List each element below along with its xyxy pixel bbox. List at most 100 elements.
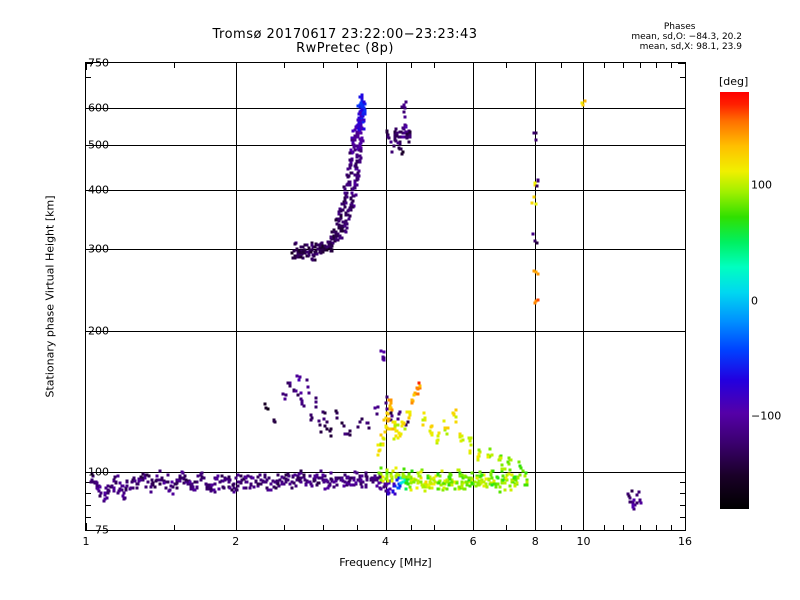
data-point — [166, 480, 170, 484]
data-point — [319, 430, 323, 434]
data-point — [187, 479, 191, 483]
y-axis-tick — [86, 63, 93, 64]
data-point — [421, 423, 425, 427]
data-point — [259, 482, 263, 486]
data-point — [454, 415, 458, 419]
data-point — [320, 476, 324, 480]
data-point — [143, 473, 147, 477]
data-point — [307, 246, 311, 250]
data-point — [308, 474, 312, 478]
data-point — [327, 484, 331, 488]
data-point — [390, 414, 394, 418]
data-point — [360, 104, 364, 108]
plot-title-line2: RwPretec (8p) — [296, 41, 394, 56]
data-point — [357, 124, 361, 128]
data-point — [276, 473, 279, 477]
x-axis-tick — [235, 63, 237, 70]
data-point — [318, 423, 322, 427]
data-point — [410, 398, 414, 402]
data-point — [263, 402, 267, 406]
data-point — [287, 474, 291, 478]
data-point — [407, 140, 411, 144]
x-axis-tick — [86, 63, 87, 70]
x-axis-tick — [356, 525, 358, 530]
data-point — [379, 466, 383, 470]
data-point — [116, 474, 120, 478]
data-point — [353, 186, 357, 190]
data-point — [143, 476, 147, 480]
data-point — [149, 490, 153, 494]
data-point — [141, 476, 145, 480]
data-point — [214, 477, 218, 481]
y-axis-tick — [86, 145, 93, 147]
data-point — [469, 436, 473, 440]
data-point — [102, 499, 106, 503]
data-point — [344, 230, 348, 234]
data-point — [355, 177, 359, 181]
data-point — [503, 488, 507, 492]
data-point — [409, 481, 413, 484]
data-point — [390, 408, 394, 412]
data-point — [244, 476, 248, 480]
data-point — [413, 478, 417, 482]
data-point — [402, 422, 406, 426]
data-point — [288, 482, 292, 486]
data-point — [445, 487, 449, 491]
data-point — [343, 480, 347, 484]
data-point — [376, 405, 380, 409]
data-point — [345, 481, 349, 485]
data-point — [490, 476, 494, 480]
x-axis-tick — [656, 525, 658, 530]
data-point — [317, 419, 321, 423]
data-point — [340, 202, 344, 206]
data-point — [335, 416, 339, 420]
data-point — [335, 222, 339, 226]
data-point — [175, 486, 179, 490]
x-axis-tick — [473, 523, 475, 530]
data-point — [341, 479, 345, 483]
x-axis-tick — [235, 523, 237, 530]
x-axis-tick-label: 6 — [469, 535, 477, 548]
data-point — [393, 492, 397, 496]
data-point — [409, 488, 413, 492]
x-axis-tick — [283, 63, 285, 68]
data-point — [166, 473, 170, 477]
data-point — [151, 481, 155, 485]
x-axis-tick — [410, 63, 412, 68]
data-point — [348, 214, 352, 218]
data-point — [354, 165, 358, 169]
data-point — [321, 473, 325, 477]
data-point — [105, 496, 109, 500]
data-point — [415, 486, 419, 490]
phase-stats-header: Phases — [663, 22, 696, 32]
data-point — [346, 174, 350, 178]
data-point — [532, 195, 536, 199]
data-point — [106, 491, 110, 495]
data-point — [184, 480, 188, 484]
y-axis-tick — [678, 248, 685, 250]
data-point — [98, 494, 102, 498]
data-point — [129, 486, 133, 490]
data-point — [299, 391, 303, 395]
data-point — [196, 474, 200, 478]
data-point — [344, 201, 348, 205]
data-point — [195, 480, 199, 484]
data-point — [144, 485, 148, 489]
data-point — [294, 484, 298, 488]
data-point — [398, 410, 402, 414]
data-point — [299, 255, 303, 259]
data-point — [207, 483, 211, 487]
y-axis-tick-label: 600 — [88, 101, 109, 115]
data-point — [342, 484, 346, 488]
data-point — [153, 485, 157, 489]
y-axis-tick — [680, 76, 685, 78]
data-point — [468, 451, 472, 455]
data-point — [110, 484, 114, 488]
data-point — [137, 479, 141, 483]
data-point — [379, 478, 383, 482]
ionogram-plot-area[interactable] — [85, 62, 686, 531]
data-point — [379, 433, 383, 437]
y-axis-tick — [86, 76, 91, 78]
data-point — [395, 478, 399, 482]
data-point — [340, 421, 344, 425]
